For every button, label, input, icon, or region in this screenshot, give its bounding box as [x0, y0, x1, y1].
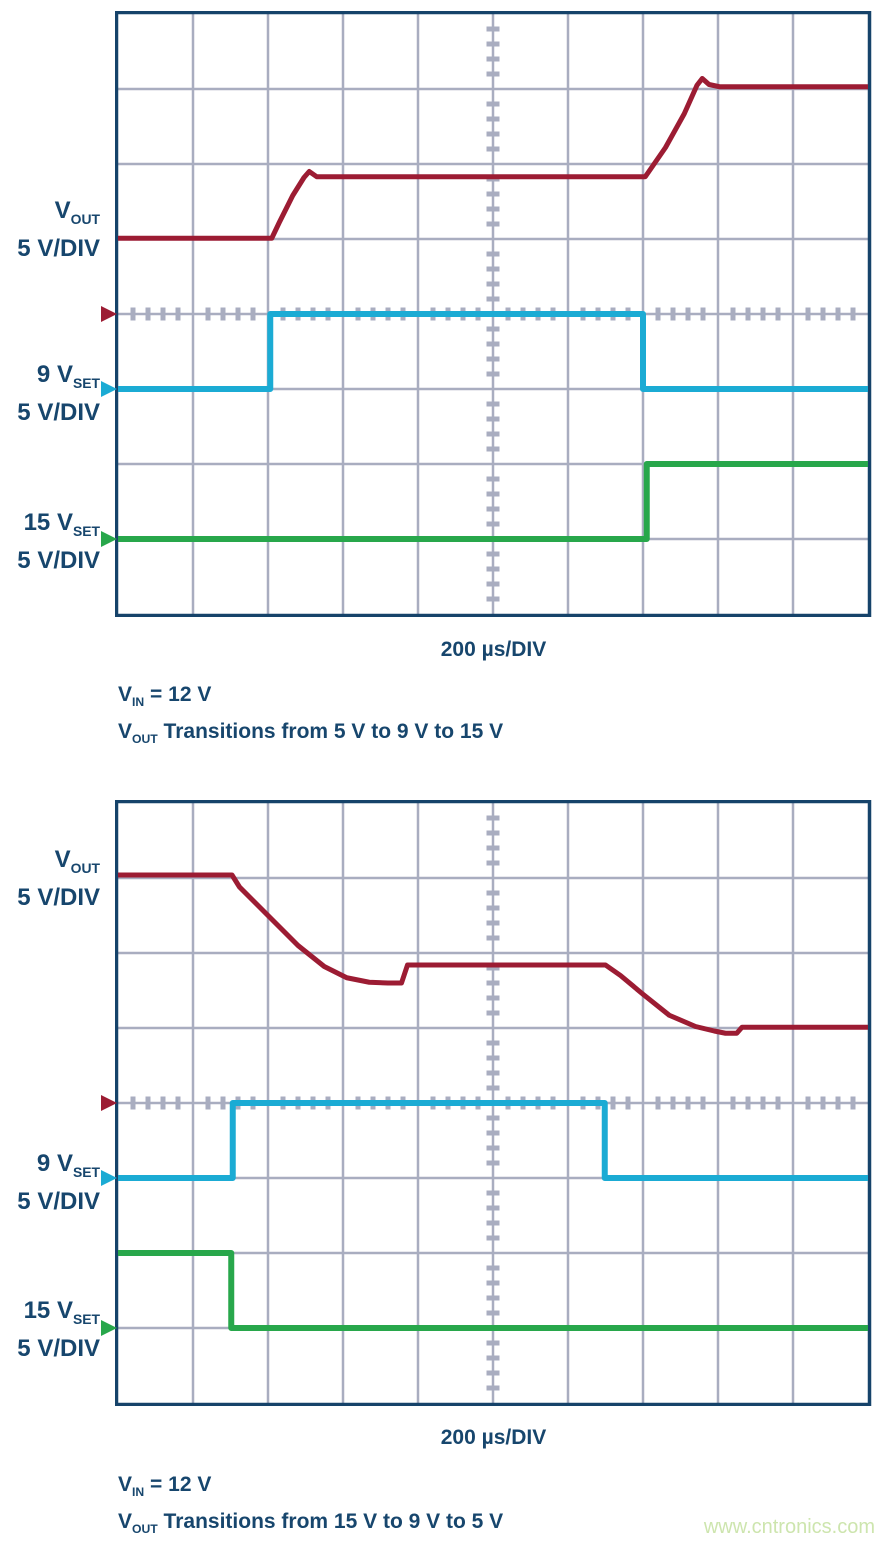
channel-name-vout: VOUT — [54, 197, 100, 227]
channel-name-9vset: 9 VSET — [36, 1150, 100, 1180]
channel-name-15vset: 15 VSET — [23, 509, 100, 539]
caption-line-vin: VIN = 12 V — [118, 683, 212, 710]
trace-9-vset — [118, 311, 868, 392]
trace-15-vset — [118, 1250, 868, 1331]
channel-name-vout: VOUT — [54, 846, 100, 876]
channel-scale-vout: 5 V/DIV — [17, 234, 100, 262]
trace-vout — [118, 76, 868, 241]
channel-scale-15vset: 5 V/DIV — [17, 1334, 100, 1362]
trace-9-vset — [118, 1100, 868, 1181]
channel-scale-9vset: 5 V/DIV — [17, 398, 100, 426]
channel-scale-15vset: 5 V/DIV — [17, 546, 100, 574]
caption-line-transitions: VOUT Transitions from 5 V to 9 V to 15 V — [118, 720, 504, 747]
channel-label-vout-chart2: VOUT 5 V/DIV — [0, 845, 100, 912]
ground-marker-arrow-9vset-chart1 — [101, 381, 117, 397]
caption-line-vin: VIN = 12 V — [118, 1473, 212, 1500]
caption-line-transitions: VOUT Transitions from 15 V to 9 V to 5 V — [118, 1510, 504, 1537]
channel-name-9vset: 9 VSET — [36, 361, 100, 391]
channel-label-15vset-chart1: 15 VSET 5 V/DIV — [0, 508, 100, 575]
trace-15-vset — [118, 461, 868, 542]
ground-marker-arrow-15vset-chart1 — [101, 531, 117, 547]
scope-grid-chart-1 — [115, 11, 872, 617]
caption-chart1: VIN = 12 V VOUT Transitions from 5 V to … — [118, 680, 503, 754]
trace-vout — [118, 872, 868, 1036]
channel-scale-vout: 5 V/DIV — [17, 883, 100, 911]
scope-grid-chart-2 — [115, 800, 872, 1406]
ground-marker-arrow-15vset-chart2 — [101, 1320, 117, 1336]
time-axis-label-chart1: 200 µs/DIV — [440, 638, 547, 661]
channel-label-vout-chart1: VOUT 5 V/DIV — [0, 196, 100, 263]
ground-marker-arrow-9vset-chart2 — [101, 1170, 117, 1186]
caption-chart2: VIN = 12 V VOUT Transitions from 15 V to… — [118, 1470, 503, 1544]
ground-marker-arrow-vout-chart1 — [101, 306, 117, 322]
watermark-text: www.cntronics.com — [703, 1516, 875, 1538]
ground-marker-arrow-vout-chart2 — [101, 1095, 117, 1111]
channel-name-15vset: 15 VSET — [23, 1297, 100, 1327]
channel-scale-9vset: 5 V/DIV — [17, 1187, 100, 1215]
channel-label-9vset-chart2: 9 VSET 5 V/DIV — [0, 1149, 100, 1216]
channel-label-9vset-chart1: 9 VSET 5 V/DIV — [0, 360, 100, 427]
channel-label-15vset-chart2: 15 VSET 5 V/DIV — [0, 1296, 100, 1363]
time-axis-label-chart2: 200 µs/DIV — [440, 1426, 547, 1449]
